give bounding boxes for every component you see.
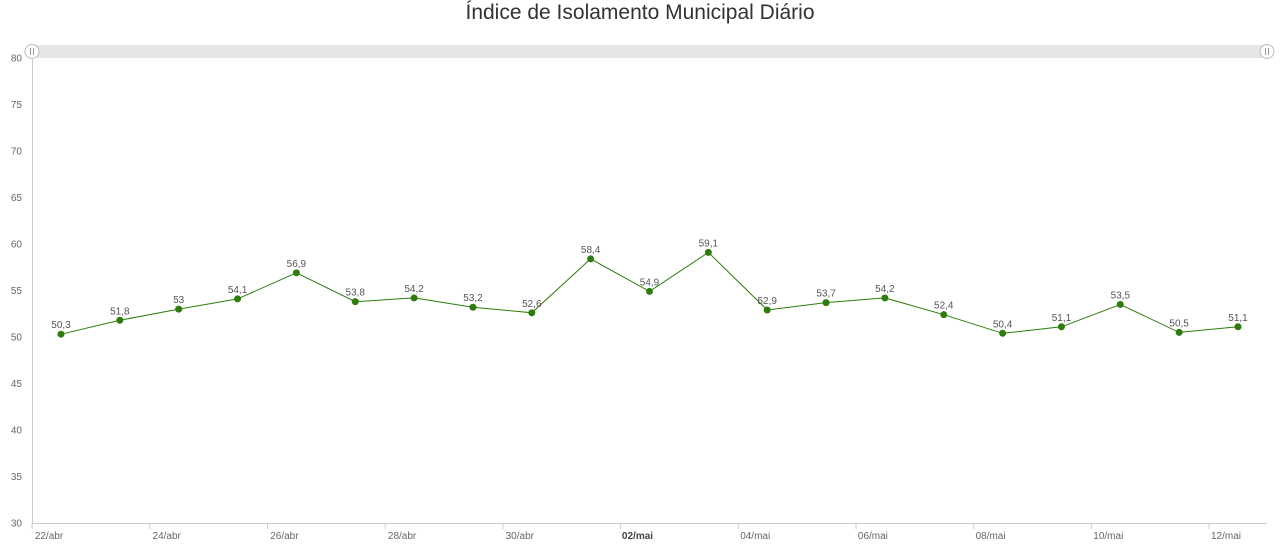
data-label: 50,4 <box>993 319 1013 330</box>
data-point[interactable] <box>1057 323 1065 331</box>
x-tick-label: 28/abr <box>388 531 417 542</box>
x-tick-label: 24/abr <box>153 531 182 542</box>
series-points <box>57 248 1242 338</box>
x-tick-label: 02/mai <box>622 531 653 542</box>
data-point[interactable] <box>881 294 889 302</box>
y-tick-label: 50 <box>11 333 23 344</box>
data-point[interactable] <box>528 309 536 317</box>
data-label: 54,1 <box>228 285 248 296</box>
data-point[interactable] <box>763 306 771 314</box>
data-point[interactable] <box>410 294 418 302</box>
data-label: 54,2 <box>875 284 895 295</box>
data-labels: 50,3 51,8 53 54,1 56,9 53,8 54,2 53,2 52,6 58,4 54… <box>51 238 1248 331</box>
data-point[interactable] <box>116 316 124 324</box>
data-label: 53,8 <box>346 288 366 299</box>
data-point[interactable] <box>469 303 477 311</box>
y-tick-label: 60 <box>11 240 23 251</box>
data-point[interactable] <box>704 248 712 256</box>
data-point[interactable] <box>57 330 65 338</box>
data-point[interactable] <box>234 295 242 303</box>
y-tick-label: 45 <box>11 379 23 390</box>
data-point[interactable] <box>999 329 1007 337</box>
x-tick-label: 06/mai <box>858 531 888 542</box>
data-label: 59,1 <box>699 238 719 249</box>
data-point[interactable] <box>822 299 830 307</box>
data-point[interactable] <box>587 255 595 263</box>
zoom-handle-right[interactable] <box>1259 44 1275 59</box>
data-label: 53,2 <box>463 293 483 304</box>
data-point[interactable] <box>175 305 183 313</box>
data-label: 50,5 <box>1169 318 1189 329</box>
y-tick-label: 75 <box>11 100 23 111</box>
data-label: 51,8 <box>110 306 130 317</box>
x-tick-label: 30/abr <box>506 531 535 542</box>
y-tick-label: 55 <box>11 286 23 297</box>
data-point[interactable] <box>1116 300 1124 308</box>
data-point[interactable] <box>1234 323 1242 331</box>
x-tick-label: 12/mai <box>1211 531 1241 542</box>
data-label: 58,4 <box>581 245 601 256</box>
y-tick-label: 40 <box>11 426 23 437</box>
data-point[interactable] <box>351 298 359 306</box>
data-label: 52,6 <box>522 299 542 310</box>
data-label: 51,1 <box>1228 313 1248 324</box>
zoom-handle-left[interactable] <box>24 44 40 59</box>
data-point[interactable] <box>646 287 653 295</box>
y-tick-label: 35 <box>11 472 23 483</box>
x-tick-label: 04/mai <box>740 531 770 542</box>
data-point[interactable] <box>940 311 948 319</box>
data-label: 56,9 <box>287 259 307 270</box>
data-label: 53,7 <box>816 289 836 300</box>
data-label: 53 <box>173 295 185 306</box>
y-tick-label: 70 <box>11 147 23 158</box>
x-tick-label: 08/mai <box>976 531 1006 542</box>
data-label: 52,4 <box>934 301 954 312</box>
x-axis-ticks: 22/abr 24/abr 26/abr 28/abr 30/abr 02/mai 04/m… <box>31 523 1241 542</box>
data-point[interactable] <box>1175 328 1183 336</box>
chart-title: Índice de Isolamento Municipal Diário <box>465 1 815 24</box>
data-label: 52,9 <box>757 296 777 307</box>
data-label: 54,9 <box>640 277 660 288</box>
data-point[interactable] <box>292 269 300 277</box>
x-tick-label: 22/abr <box>35 531 64 542</box>
x-tick-label: 26/abr <box>270 531 299 542</box>
y-tick-label: 80 <box>11 54 23 65</box>
y-axis-ticks: 30 35 40 45 50 55 60 65 70 75 80 <box>11 54 23 530</box>
y-tick-label: 65 <box>11 193 23 204</box>
zoom-navigator-bar[interactable] <box>32 45 1267 58</box>
data-label: 53,5 <box>1111 290 1131 301</box>
data-label: 54,2 <box>404 284 424 295</box>
x-tick-label: 10/mai <box>1093 531 1123 542</box>
data-label: 50,3 <box>51 320 71 331</box>
y-tick-label: 30 <box>11 519 23 530</box>
data-label: 51,1 <box>1052 313 1072 324</box>
